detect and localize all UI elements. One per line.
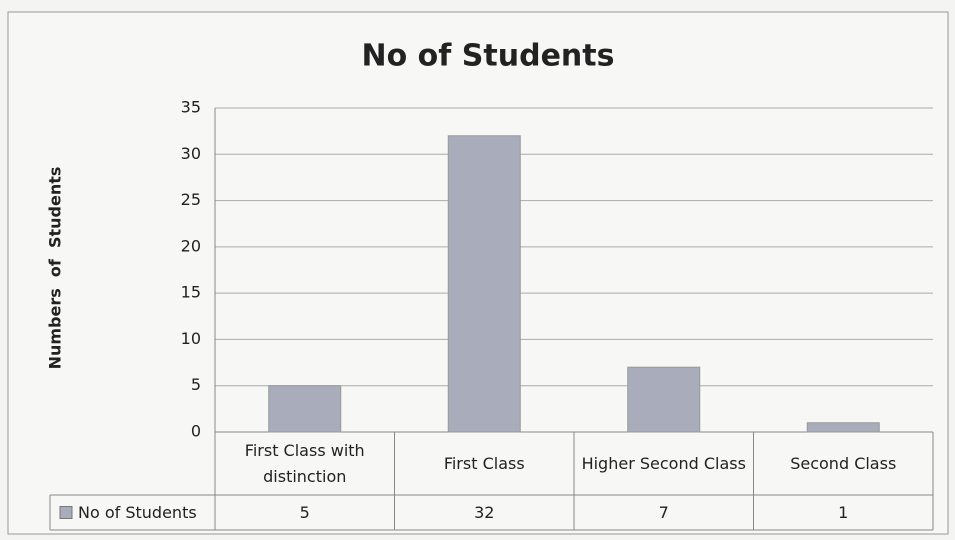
table-value: 32 <box>474 503 494 522</box>
y-tick-label: 5 <box>191 375 201 394</box>
x-tick-label: First Class with distinction <box>244 440 365 486</box>
y-tick-label: 20 <box>181 236 201 255</box>
y-tick-label: 15 <box>181 283 201 302</box>
y-axis-label: Numbers of Students <box>46 167 65 370</box>
x-tick-label: First Class <box>443 453 525 473</box>
bar <box>627 366 701 433</box>
bar <box>447 135 521 433</box>
y-tick-label: 30 <box>181 144 201 163</box>
bar <box>268 385 342 433</box>
table-value: 5 <box>300 503 310 522</box>
y-tick-label: 10 <box>181 329 201 348</box>
legend-label: No of Students <box>78 503 197 522</box>
bar <box>806 422 880 433</box>
table-value: 7 <box>659 503 669 522</box>
x-tick-label: Higher Second Class <box>581 453 746 473</box>
x-tick-label: Second Class <box>790 453 897 473</box>
y-tick-label: 0 <box>191 422 201 441</box>
chart-title: No of Students <box>362 39 615 74</box>
table-value: 1 <box>838 503 848 522</box>
legend-swatch <box>59 506 73 519</box>
y-tick-label: 35 <box>181 98 201 117</box>
y-tick-label: 25 <box>181 190 201 209</box>
